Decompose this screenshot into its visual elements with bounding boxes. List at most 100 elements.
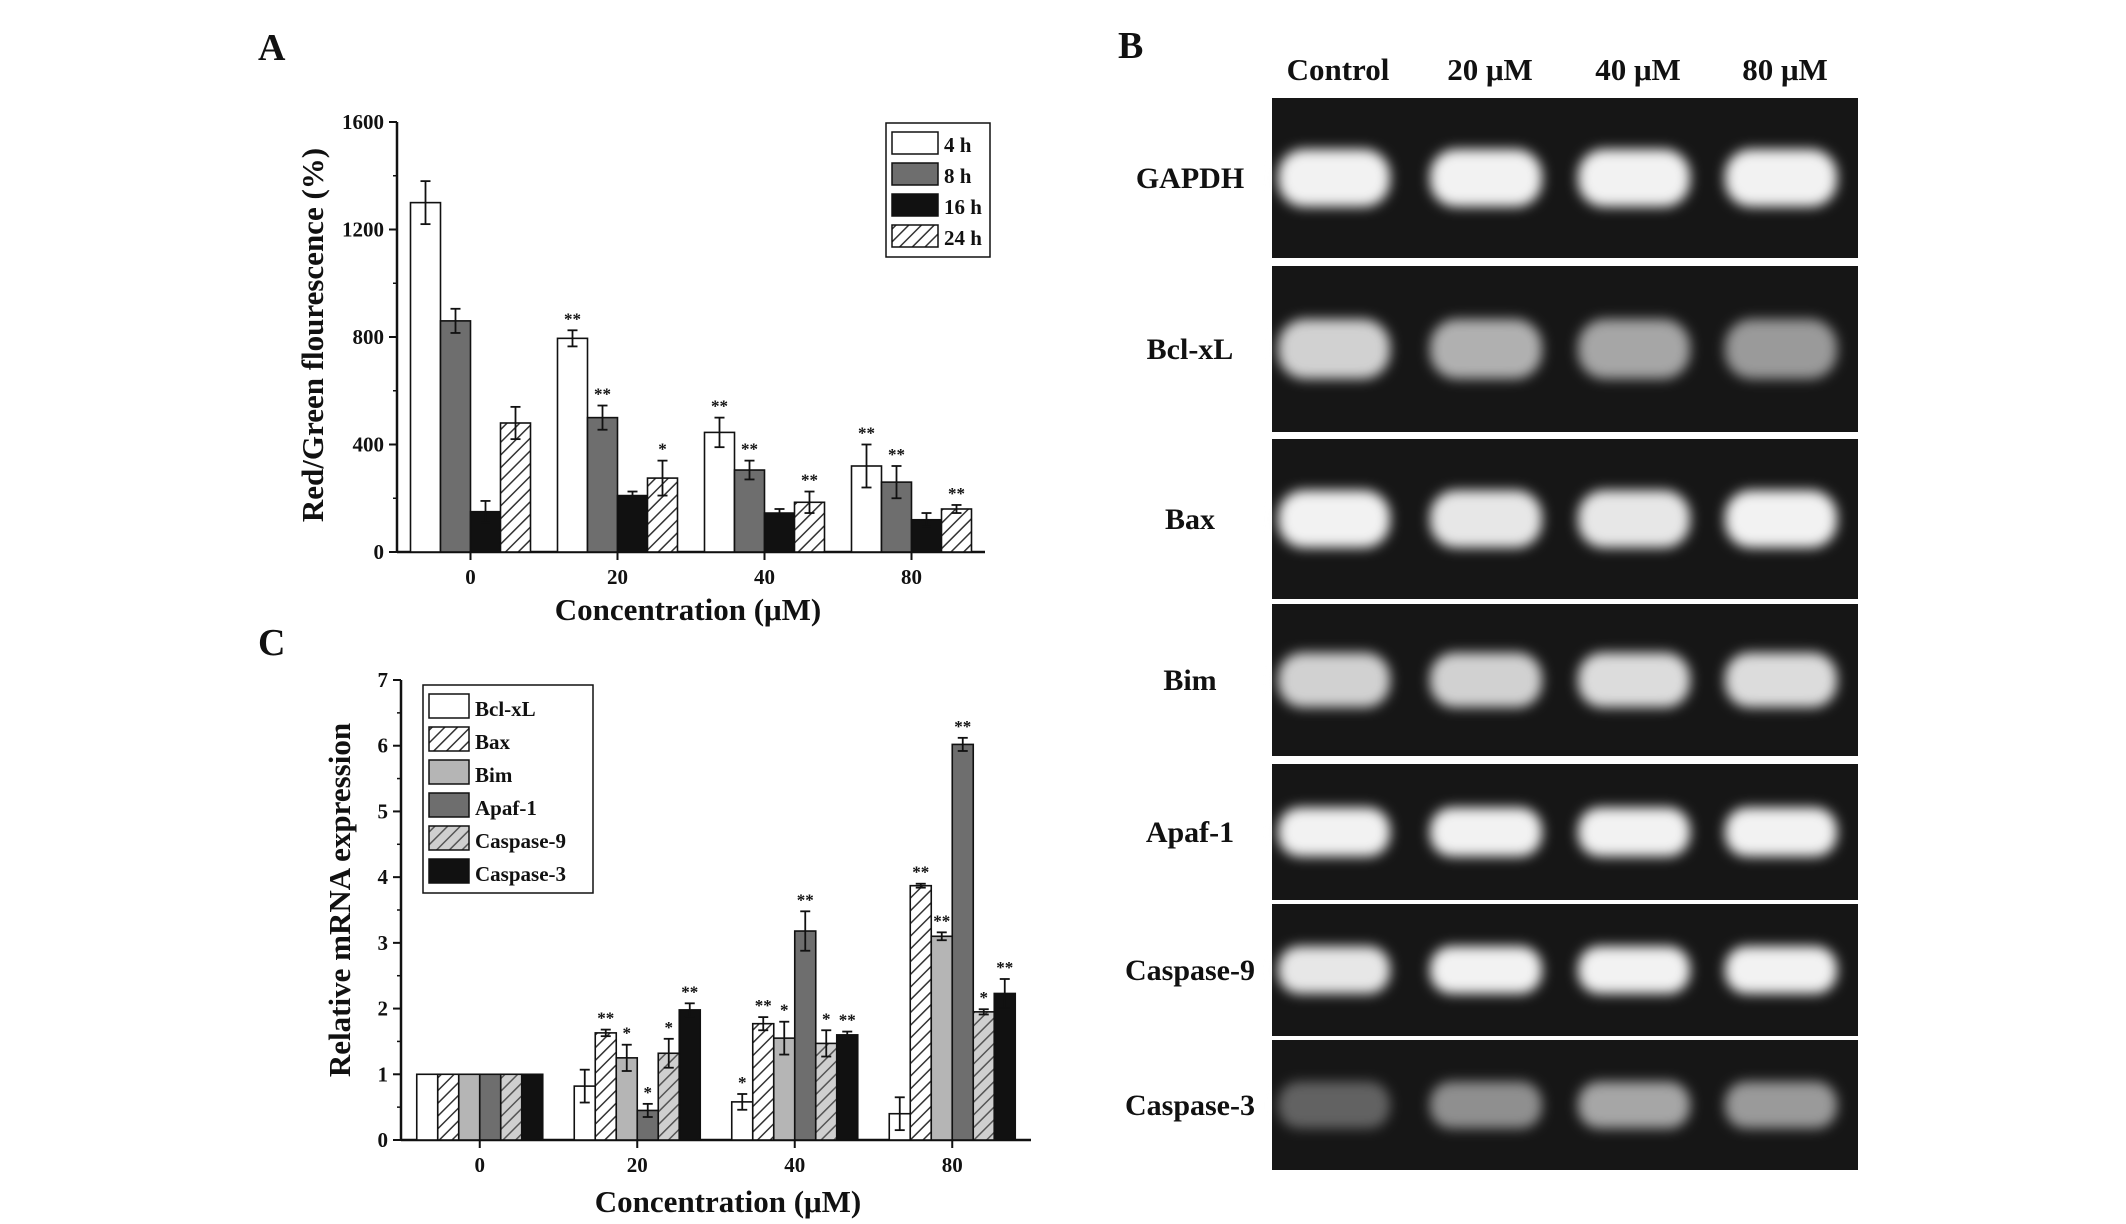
panel-a-significance-mark: ** bbox=[564, 309, 581, 328]
panel-c-error-bar bbox=[936, 931, 947, 942]
panel-a-error-bar bbox=[597, 404, 608, 431]
panel-a-bar-16-h bbox=[763, 512, 796, 553]
panel-c-y-axis-title: Relative mRNA expression bbox=[322, 723, 357, 1077]
panel-c-x-axis-title: Concentration (μM) bbox=[595, 1184, 861, 1219]
gel-band bbox=[1578, 946, 1690, 994]
gel-row-label: Apaf-1 bbox=[1146, 816, 1234, 849]
panel-c-x-tick-label: 0 bbox=[475, 1153, 486, 1177]
panel-c-error-bar bbox=[800, 910, 811, 952]
gel-row-label: GAPDH bbox=[1136, 162, 1244, 195]
panel-c-error-bar bbox=[737, 1093, 748, 1111]
gel-band bbox=[1430, 946, 1542, 994]
gel-band bbox=[1430, 149, 1542, 207]
panel-c-error-bar bbox=[957, 736, 968, 752]
gel-row-bcl-xl: Bcl-xL bbox=[1147, 266, 1858, 432]
panel-c-bar-caspase-3 bbox=[993, 992, 1017, 1141]
panel-c-y-tick-label: 1 bbox=[378, 1062, 389, 1086]
panel-c-error-bar bbox=[600, 1028, 611, 1038]
panel-a-legend-swatch bbox=[891, 224, 939, 248]
panel-a-error-bar bbox=[510, 405, 521, 441]
gel-row-caspase-3: Caspase-3 bbox=[1125, 1040, 1858, 1170]
gel-band bbox=[1578, 149, 1690, 207]
panel-a-legend-swatch bbox=[891, 131, 939, 155]
panel-c-bar-bax bbox=[751, 1022, 775, 1141]
gel-column-label: 40 μM bbox=[1595, 52, 1681, 87]
panel-c-error-bar bbox=[579, 1068, 590, 1104]
panel-c-significance-mark: * bbox=[780, 1001, 789, 1020]
panel-c-chart: Relative mRNA expression Concentration (… bbox=[322, 668, 1031, 1219]
panel-a-error-bar bbox=[951, 504, 962, 514]
panel-c-error-bar bbox=[663, 1037, 674, 1069]
panel-a-significance-mark: ** bbox=[741, 440, 758, 459]
panel-c-legend-swatch bbox=[428, 726, 470, 752]
gel-column-label: 80 μM bbox=[1742, 52, 1828, 87]
panel-a-legend-label: 4 h bbox=[944, 133, 972, 157]
panel-c-error-bar bbox=[842, 1030, 853, 1040]
gel-band bbox=[1278, 1081, 1390, 1129]
panel-a-bar-16-h bbox=[616, 494, 649, 553]
panel-c-y-tick-label: 2 bbox=[378, 997, 389, 1021]
gel-band bbox=[1278, 319, 1390, 379]
gel-band bbox=[1578, 319, 1690, 379]
panel-a-legend-label: 16 h bbox=[944, 195, 982, 219]
panel-a-legend: 4 h 8 h 16 h 24 h bbox=[885, 122, 991, 258]
panel-c-significance-mark: ** bbox=[755, 996, 772, 1015]
panel-c-significance-mark: ** bbox=[681, 982, 698, 1001]
panel-c-significance-mark: ** bbox=[912, 863, 929, 882]
panel-c-significance-mark: * bbox=[822, 1009, 831, 1028]
panel-a-x-tick-label: 0 bbox=[465, 565, 476, 589]
panel-a-legend-label: 8 h bbox=[944, 164, 972, 188]
panel-c-bar-caspase-3 bbox=[678, 1009, 702, 1141]
panel-a-y-tick-label: 800 bbox=[353, 325, 385, 349]
panel-c-legend-label: Bim bbox=[475, 763, 513, 787]
gel-row-bax: Bax bbox=[1165, 439, 1858, 599]
panel-a-bar-4-h bbox=[409, 201, 442, 553]
panel-a-error-bar bbox=[714, 416, 725, 449]
panel-c-significance-mark: ** bbox=[954, 717, 971, 736]
panel-a-bar-8-h bbox=[586, 416, 619, 553]
panel-a-legend-swatch bbox=[891, 162, 939, 186]
panel-c-significance-mark: * bbox=[665, 1018, 674, 1037]
panel-c-y-tick-label: 4 bbox=[378, 865, 389, 889]
panel-label-b: B bbox=[1118, 25, 1143, 67]
panel-c-error-bar bbox=[915, 882, 926, 889]
panel-c-legend-label: Bax bbox=[475, 730, 511, 754]
panel-c-y-tick-label: 5 bbox=[378, 799, 389, 823]
gel-band bbox=[1278, 807, 1390, 857]
panel-a-bar-24-h bbox=[940, 508, 973, 553]
panel-a-legend-label: 24 h bbox=[944, 226, 982, 250]
panel-c-error-bar bbox=[821, 1029, 832, 1058]
panel-a-legend-swatch bbox=[891, 193, 939, 217]
panel-c-y-tick-label: 7 bbox=[378, 668, 389, 692]
panel-a-significance-mark: * bbox=[658, 440, 667, 459]
gel-band bbox=[1578, 652, 1690, 708]
panel-a-error-bar bbox=[627, 490, 638, 501]
panel-c-legend-swatch bbox=[428, 858, 470, 884]
gel-band bbox=[1725, 319, 1837, 379]
panel-c-bar-apaf-1 bbox=[793, 930, 817, 1141]
gel-band bbox=[1430, 807, 1542, 857]
panel-c-y-tick-label: 6 bbox=[378, 734, 389, 758]
panel-a-error-bar bbox=[861, 443, 872, 489]
gel-row-bim: Bim bbox=[1163, 604, 1858, 756]
gel-band bbox=[1430, 490, 1542, 548]
panel-label-c: C bbox=[258, 622, 285, 664]
panel-c-bar-bim bbox=[457, 1073, 481, 1141]
gel-band bbox=[1278, 149, 1390, 207]
panel-a-significance-mark: ** bbox=[594, 385, 611, 404]
gel-column-label: 20 μM bbox=[1447, 52, 1533, 87]
panel-a-y-tick-label: 0 bbox=[374, 540, 385, 564]
gel-band bbox=[1725, 807, 1837, 857]
panel-a-error-bar bbox=[804, 490, 815, 514]
panel-a-y-axis-title: Red/Green flourescence (%) bbox=[295, 148, 330, 522]
panel-c-bar-caspase-9 bbox=[499, 1073, 523, 1141]
gel-band bbox=[1430, 1081, 1542, 1129]
panel-a-significance-mark: ** bbox=[888, 445, 905, 464]
panel-c-legend-label: Caspase-3 bbox=[475, 862, 566, 886]
panel-c-significance-mark: * bbox=[738, 1073, 747, 1092]
panel-a-bar-4-h bbox=[556, 337, 589, 553]
panel-c-bar-bim bbox=[930, 935, 954, 1141]
panel-a-x-axis-title: Concentration (μM) bbox=[555, 592, 821, 627]
